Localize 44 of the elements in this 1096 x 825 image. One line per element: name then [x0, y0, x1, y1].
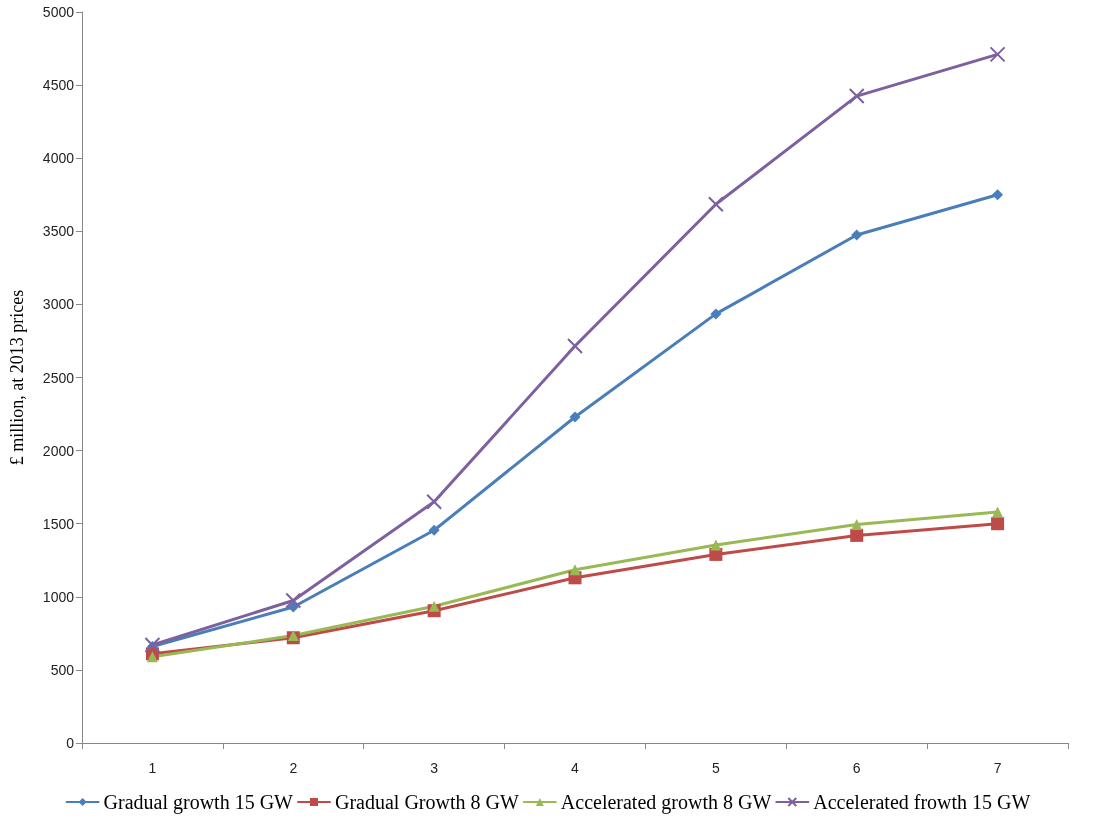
- point: [848, 88, 865, 105]
- legend-label: Gradual growth 15 GW: [103, 791, 294, 814]
- x-tick-label: 6: [852, 760, 861, 776]
- x-tick-label: 7: [993, 760, 1002, 776]
- point: [569, 564, 581, 576]
- point: [992, 189, 1004, 201]
- y-tick-label: 4000: [42, 150, 75, 167]
- point: [426, 493, 443, 510]
- y-tick-label: 2500: [42, 369, 75, 386]
- y-tick-label: 4500: [42, 77, 75, 94]
- y-tick-label: 2000: [42, 442, 75, 459]
- legend-label: Gradual Growth 8 GW: [334, 791, 519, 813]
- legend-label: Accelerated growth 8 GW: [560, 791, 772, 814]
- y-axis-title: £ million, at 2013 prices: [7, 289, 27, 466]
- x-tick-label: 2: [289, 760, 298, 776]
- y-tick-label: 5000: [42, 4, 75, 20]
- point: [146, 651, 158, 663]
- x-tick-label: 5: [711, 760, 720, 776]
- point: [851, 518, 863, 530]
- y-tick-label: 1000: [42, 588, 75, 605]
- point: [285, 592, 302, 609]
- x-tick-label: 1: [148, 760, 157, 776]
- point: [428, 524, 440, 536]
- point: [567, 338, 583, 355]
- y-tick-label: 500: [50, 661, 75, 678]
- x-tick-label: 3: [430, 760, 439, 776]
- point: [850, 528, 864, 542]
- point: [851, 229, 863, 241]
- x-tick-label: 4: [571, 760, 580, 776]
- point: [992, 506, 1004, 518]
- point: [989, 46, 1006, 63]
- y-tick-label: 3000: [42, 296, 75, 313]
- point: [287, 601, 299, 613]
- point: [428, 600, 440, 612]
- point: [710, 308, 722, 320]
- point: [707, 196, 724, 213]
- point: [144, 637, 161, 654]
- point: [991, 517, 1005, 531]
- y-tick-label: 0: [66, 735, 75, 751]
- y-tick-label: 3500: [42, 223, 75, 240]
- point: [569, 411, 581, 423]
- y-tick-label: 1500: [42, 515, 75, 532]
- legend-label: Accelerated frowth 15 GW: [813, 791, 1031, 813]
- point: [710, 539, 722, 551]
